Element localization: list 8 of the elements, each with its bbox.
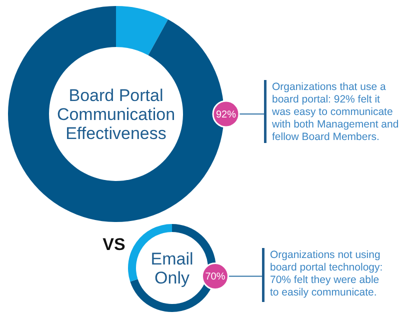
data-label: 92% xyxy=(216,110,236,120)
text: Email Only xyxy=(150,249,194,288)
text: Board Portal Communication Effectiveness xyxy=(56,86,176,143)
text: VS xyxy=(102,235,126,254)
text: Organizations that use a board portal: 92% felt it was easy to communicate with both Management and fellow Board Members. xyxy=(271,81,399,143)
donut-slice xyxy=(116,6,168,56)
text: Organizations not using board portal technology: 70% felt they were able to easily communicate. xyxy=(270,249,383,298)
data-label: 70% xyxy=(205,272,226,283)
